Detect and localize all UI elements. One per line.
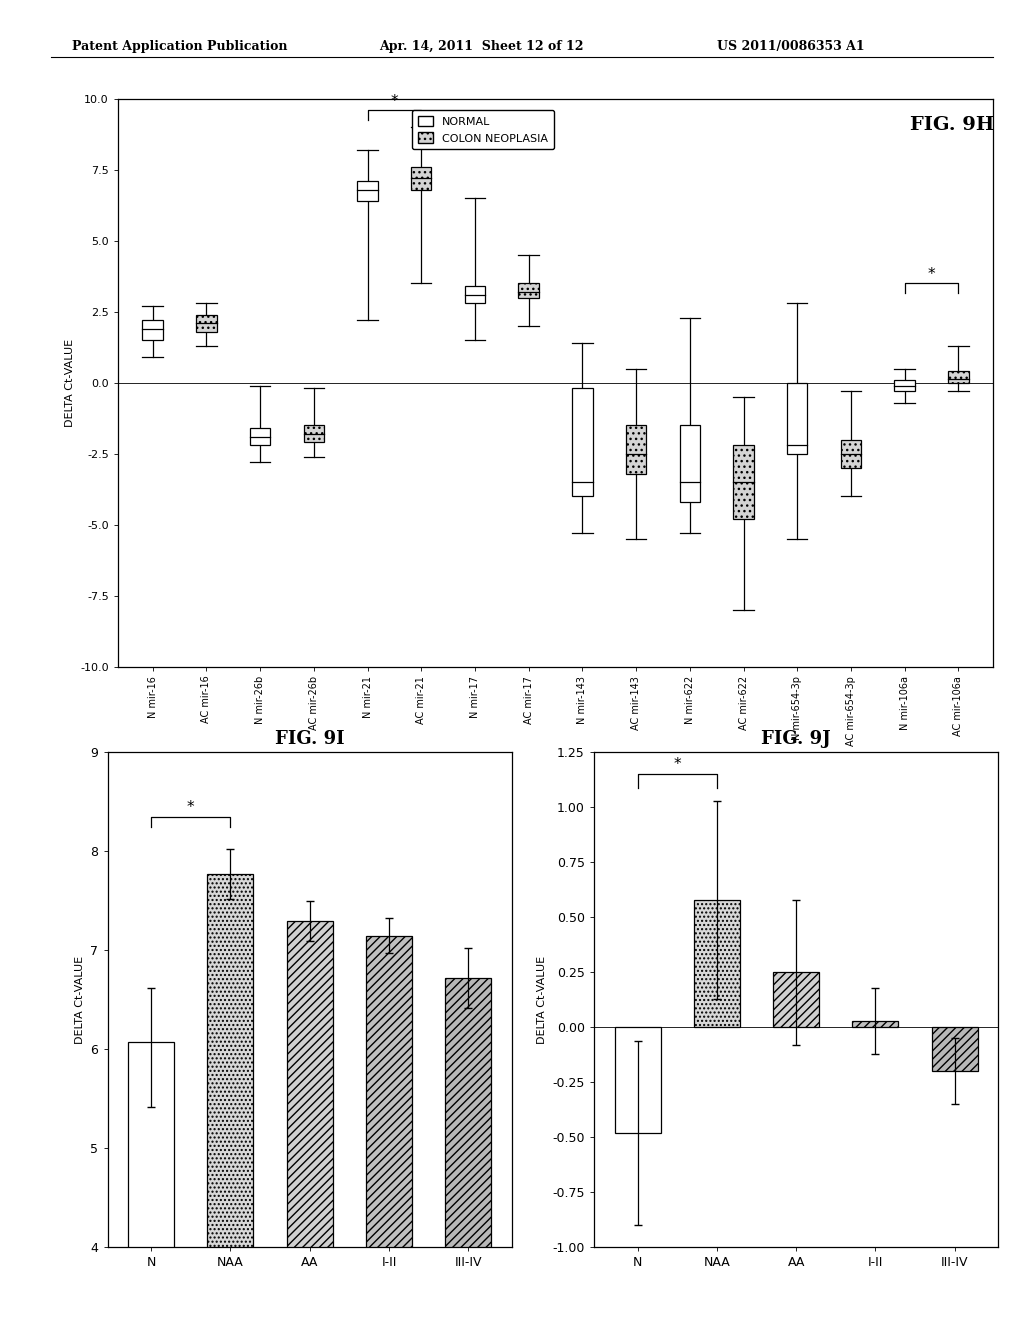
Bar — [932, 1027, 978, 1072]
Bar — [518, 284, 539, 297]
Bar — [142, 321, 163, 341]
Bar — [465, 286, 485, 304]
Title: FIG. 9I: FIG. 9I — [275, 730, 344, 748]
Bar — [948, 371, 969, 383]
Title: FIG. 9J: FIG. 9J — [762, 730, 830, 748]
Y-axis label: DELTA Ct-VALUE: DELTA Ct-VALUE — [537, 956, 547, 1044]
Text: *: * — [674, 758, 681, 772]
Bar — [894, 380, 914, 391]
Bar — [614, 1027, 660, 1133]
Y-axis label: DELTA Ct-VALUE: DELTA Ct-VALUE — [65, 339, 75, 426]
Legend: NORMAL, COLON NEOPLASIA: NORMAL, COLON NEOPLASIA — [413, 111, 554, 149]
Text: Apr. 14, 2011  Sheet 12 of 12: Apr. 14, 2011 Sheet 12 of 12 — [379, 40, 584, 53]
Bar — [250, 428, 270, 445]
Bar — [287, 921, 333, 1247]
Bar — [366, 936, 412, 1247]
Text: US 2011/0086353 A1: US 2011/0086353 A1 — [717, 40, 864, 53]
Bar — [197, 314, 217, 331]
Text: *: * — [928, 267, 935, 282]
Bar — [208, 874, 254, 1247]
Bar — [303, 425, 324, 442]
Bar — [411, 168, 431, 190]
Text: FIG. 9H: FIG. 9H — [910, 116, 994, 135]
Text: *: * — [187, 800, 195, 814]
Bar — [572, 388, 593, 496]
Bar — [787, 383, 808, 454]
Bar — [128, 1043, 174, 1247]
Bar — [626, 425, 646, 474]
Bar — [733, 445, 754, 519]
Bar — [852, 1020, 898, 1027]
Bar — [680, 425, 700, 502]
Bar — [357, 181, 378, 201]
Bar — [694, 900, 740, 1027]
Text: *: * — [390, 94, 398, 110]
Bar — [773, 973, 819, 1027]
Text: Patent Application Publication: Patent Application Publication — [72, 40, 287, 53]
Bar — [445, 978, 492, 1247]
Bar — [841, 440, 861, 467]
Y-axis label: DELTA Ct-VALUE: DELTA Ct-VALUE — [75, 956, 85, 1044]
